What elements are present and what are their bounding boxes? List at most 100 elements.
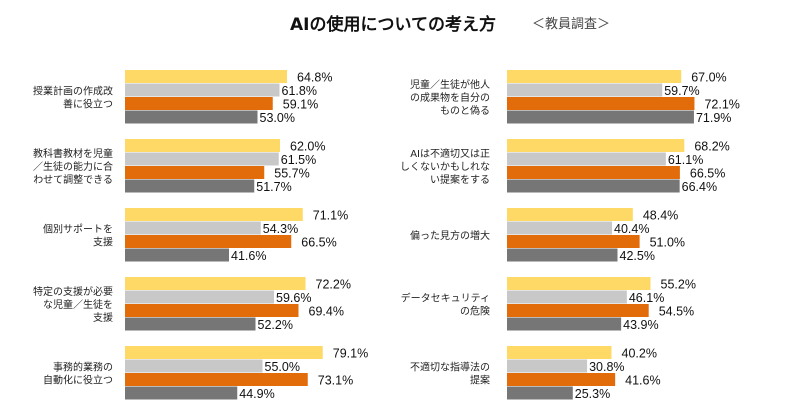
bar [125, 304, 299, 317]
data-label: 51.7% [256, 180, 291, 194]
bar [507, 97, 695, 110]
bar [125, 317, 256, 331]
data-label: 66.4% [682, 180, 717, 194]
bar [507, 110, 694, 124]
bar [125, 110, 258, 124]
data-label: 54.5% [659, 305, 694, 319]
data-label: 72.1% [704, 98, 739, 112]
bar [507, 139, 685, 152]
data-label: 66.5% [690, 167, 725, 181]
category-label: な児童／生徒を [43, 298, 113, 311]
category-label: しくないかもしれな [400, 161, 490, 173]
bar [125, 277, 306, 290]
data-label: 61.5% [281, 153, 316, 167]
data-label: 51.0% [650, 236, 685, 250]
data-label: 67.0% [691, 71, 726, 85]
bar [507, 304, 649, 317]
data-label: 79.1% [333, 347, 368, 361]
category-label: 教科書教材を児童 [33, 147, 113, 160]
data-label: 54.3% [263, 222, 298, 236]
data-label: 59.7% [664, 84, 699, 98]
category-label: 偏った見方の増大 [410, 229, 490, 242]
data-label: 69.4% [309, 305, 344, 319]
bar [507, 290, 627, 304]
data-label: 62.0% [290, 140, 325, 154]
bar [125, 386, 238, 400]
bar [507, 166, 680, 179]
category-label: の成果物を自分の [410, 91, 490, 104]
data-label: 59.1% [283, 98, 318, 112]
bar [507, 373, 616, 386]
bar [507, 277, 651, 290]
bar [125, 248, 229, 262]
data-label: 55.7% [274, 167, 309, 181]
data-label: 71.9% [696, 111, 731, 125]
category-label: 授業計画の作成改 [33, 85, 113, 98]
bar [507, 83, 663, 97]
data-label: 66.5% [301, 236, 336, 250]
category-label: 特定の支援が必要 [33, 285, 113, 298]
data-label: 44.9% [239, 387, 274, 401]
data-label: 30.8% [589, 360, 624, 374]
data-label: 41.6% [231, 249, 266, 263]
data-label: 48.4% [643, 209, 678, 223]
bar [507, 208, 633, 221]
bar [507, 317, 622, 331]
chart-title: AIの使用についての考え方 [290, 15, 496, 35]
bar [125, 359, 263, 373]
category-label: AIは不適切又は正 [410, 147, 490, 160]
bar [125, 373, 308, 386]
bar [125, 179, 255, 193]
data-label: 55.0% [265, 360, 300, 374]
bar [507, 235, 640, 248]
bar [125, 235, 292, 248]
category-label: 不適切な指導法の [410, 361, 490, 374]
bar [507, 386, 573, 400]
bar [507, 346, 612, 359]
data-label: 41.6% [625, 374, 660, 388]
bar [507, 248, 618, 262]
data-label: 59.6% [276, 291, 311, 305]
category-label: ものと偽る [440, 104, 490, 117]
bar [125, 83, 280, 97]
bar [125, 97, 273, 110]
bar [125, 152, 279, 166]
category-label: 自動化に役立つ [43, 374, 113, 387]
data-label: 61.1% [668, 153, 703, 167]
category-label: 善に役立つ [63, 98, 113, 111]
bar [125, 221, 261, 235]
bar [507, 179, 680, 193]
data-label: 73.1% [318, 374, 353, 388]
category-label: の危険 [460, 306, 490, 318]
category-label: い提案をする [430, 173, 490, 186]
data-label: 64.8% [297, 71, 332, 85]
category-label: わせて調整できる [33, 173, 113, 186]
category-label: 児童／生徒が他人 [410, 78, 490, 91]
category-label: 個別サポートを [43, 223, 113, 236]
bar [125, 290, 274, 304]
data-label: 43.9% [623, 318, 658, 332]
data-label: 52.2% [258, 318, 293, 332]
data-label: 42.5% [620, 249, 655, 263]
bar [507, 221, 613, 235]
data-label: 68.2% [694, 140, 729, 154]
data-label: 46.1% [629, 291, 664, 305]
bar [125, 346, 323, 359]
bar [125, 70, 287, 83]
data-label: 72.2% [316, 278, 351, 292]
bar [125, 208, 303, 221]
category-label: データセキュリティ [401, 292, 490, 305]
category-label: 提案 [470, 374, 490, 387]
bar [125, 139, 280, 152]
data-label: 55.2% [661, 278, 696, 292]
category-label: 支援 [93, 236, 113, 249]
data-label: 40.2% [622, 347, 657, 361]
data-label: 71.1% [313, 209, 348, 223]
bar [125, 166, 265, 179]
category-label: 事務的業務の [53, 361, 113, 374]
data-label: 53.0% [260, 111, 295, 125]
data-label: 25.3% [575, 387, 610, 401]
category-label: ／生徒の能力に合 [33, 160, 113, 173]
